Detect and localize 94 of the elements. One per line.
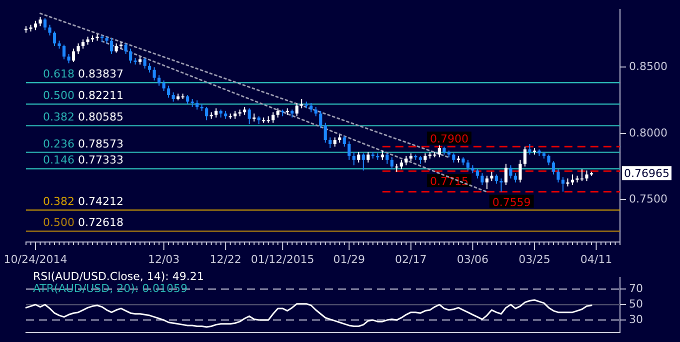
x-tick-label: 01/29 bbox=[333, 253, 365, 266]
x-tick-label: 03/06 bbox=[456, 253, 489, 266]
candlestick bbox=[528, 144, 532, 156]
x-tick-label: 03/25 bbox=[518, 253, 550, 266]
ref-line-label: 0.382 0.74212 bbox=[43, 195, 124, 208]
candlestick bbox=[328, 136, 332, 148]
candlestick bbox=[504, 163, 508, 186]
candlestick bbox=[205, 106, 208, 121]
x-tick-label: 12/22 bbox=[210, 253, 242, 266]
candlestick bbox=[38, 16, 42, 27]
candlestick bbox=[552, 160, 556, 175]
candlestick bbox=[129, 48, 132, 64]
candlestick bbox=[400, 159, 403, 170]
ref-line-label: 0.500 0.82211 bbox=[43, 89, 124, 102]
candlestick bbox=[272, 112, 275, 124]
x-tick-label: 10/24/2014 bbox=[4, 253, 68, 266]
candlestick bbox=[62, 44, 66, 60]
candlestick bbox=[570, 174, 574, 186]
ref-line-label: 0.146 0.77333 bbox=[43, 154, 124, 167]
candlestick bbox=[72, 48, 76, 62]
candlestick bbox=[509, 164, 512, 179]
y-tick-label: 0.8500 bbox=[629, 60, 668, 74]
candlestick bbox=[333, 136, 336, 148]
candlestick bbox=[404, 155, 408, 166]
candlestick bbox=[386, 152, 389, 164]
candlestick bbox=[348, 140, 351, 160]
x-tick-label: 04/11 bbox=[580, 253, 612, 266]
y-tick-label: 50 bbox=[629, 297, 643, 310]
candlestick bbox=[214, 108, 218, 118]
candlestick bbox=[366, 151, 370, 164]
candlestick bbox=[357, 151, 360, 164]
y-tick-label: 0.8000 bbox=[629, 126, 668, 140]
candlestick bbox=[362, 152, 365, 171]
candlestick bbox=[319, 110, 322, 129]
candlestick bbox=[424, 152, 427, 164]
x-tick-label: 01/12/2015 bbox=[250, 253, 314, 266]
candlestick bbox=[167, 85, 170, 98]
y-tick-label: 0.7500 bbox=[629, 192, 668, 206]
candlestick bbox=[490, 171, 494, 182]
ref-line-label: 0.618 0.83837 bbox=[43, 68, 124, 81]
candlestick bbox=[48, 24, 52, 36]
candlestick bbox=[43, 18, 47, 31]
candlestick bbox=[466, 159, 470, 171]
candlestick bbox=[248, 108, 251, 125]
candlestick bbox=[380, 150, 384, 160]
candlestick bbox=[556, 168, 560, 183]
candlestick bbox=[485, 175, 488, 190]
ref-line-label: 0.7900 bbox=[430, 132, 468, 146]
candlestick bbox=[158, 74, 161, 86]
y-tick-label: 70 bbox=[629, 282, 643, 296]
candlestick bbox=[494, 174, 498, 184]
candlestick bbox=[76, 42, 80, 54]
ref-line-label: 0.500 0.72618 bbox=[43, 216, 124, 230]
candlestick bbox=[148, 62, 152, 73]
candlestick bbox=[110, 38, 114, 54]
text: 0.76965 bbox=[624, 167, 670, 180]
candlestick bbox=[34, 20, 38, 31]
x-tick-label: 12/03 bbox=[148, 253, 180, 266]
candlestick bbox=[523, 146, 527, 168]
candlestick bbox=[314, 106, 318, 117]
candlestick bbox=[124, 42, 128, 54]
candlestick bbox=[342, 136, 346, 148]
candlestick bbox=[476, 168, 479, 179]
candlestick bbox=[390, 156, 394, 170]
candlestick bbox=[547, 154, 550, 166]
candlestick bbox=[186, 94, 190, 105]
x-tick-label: 02/17 bbox=[395, 253, 427, 266]
candlestick bbox=[518, 159, 522, 183]
candlestick bbox=[310, 102, 313, 113]
candlestick bbox=[162, 80, 166, 92]
annotation: RSI(AUD/USD.Close, 14): 49.21 bbox=[33, 270, 204, 283]
candlestick bbox=[172, 92, 175, 102]
candlestick bbox=[438, 144, 441, 158]
candlestick bbox=[295, 102, 298, 117]
candlestick bbox=[276, 108, 280, 118]
candlestick bbox=[52, 30, 56, 47]
candlestick bbox=[352, 151, 356, 166]
candlestick bbox=[152, 66, 156, 81]
candlestick bbox=[500, 178, 503, 192]
candlestick bbox=[143, 57, 146, 70]
candlestick bbox=[324, 122, 327, 144]
candlestick bbox=[452, 152, 456, 164]
candlestick bbox=[196, 100, 199, 110]
y-tick-label: 30 bbox=[629, 312, 643, 326]
candlestick bbox=[514, 172, 517, 183]
candlestick bbox=[480, 172, 484, 186]
ref-line-label: 0.7559 bbox=[492, 196, 531, 209]
candlestick bbox=[114, 42, 118, 54]
ref-line-label: 0.382 0.80585 bbox=[43, 110, 124, 124]
candlestick bbox=[81, 38, 85, 50]
candlestick bbox=[67, 53, 70, 64]
candlestick bbox=[266, 116, 270, 124]
candlestick bbox=[585, 170, 588, 182]
ref-line-label: 0.236 0.78573 bbox=[43, 137, 124, 150]
